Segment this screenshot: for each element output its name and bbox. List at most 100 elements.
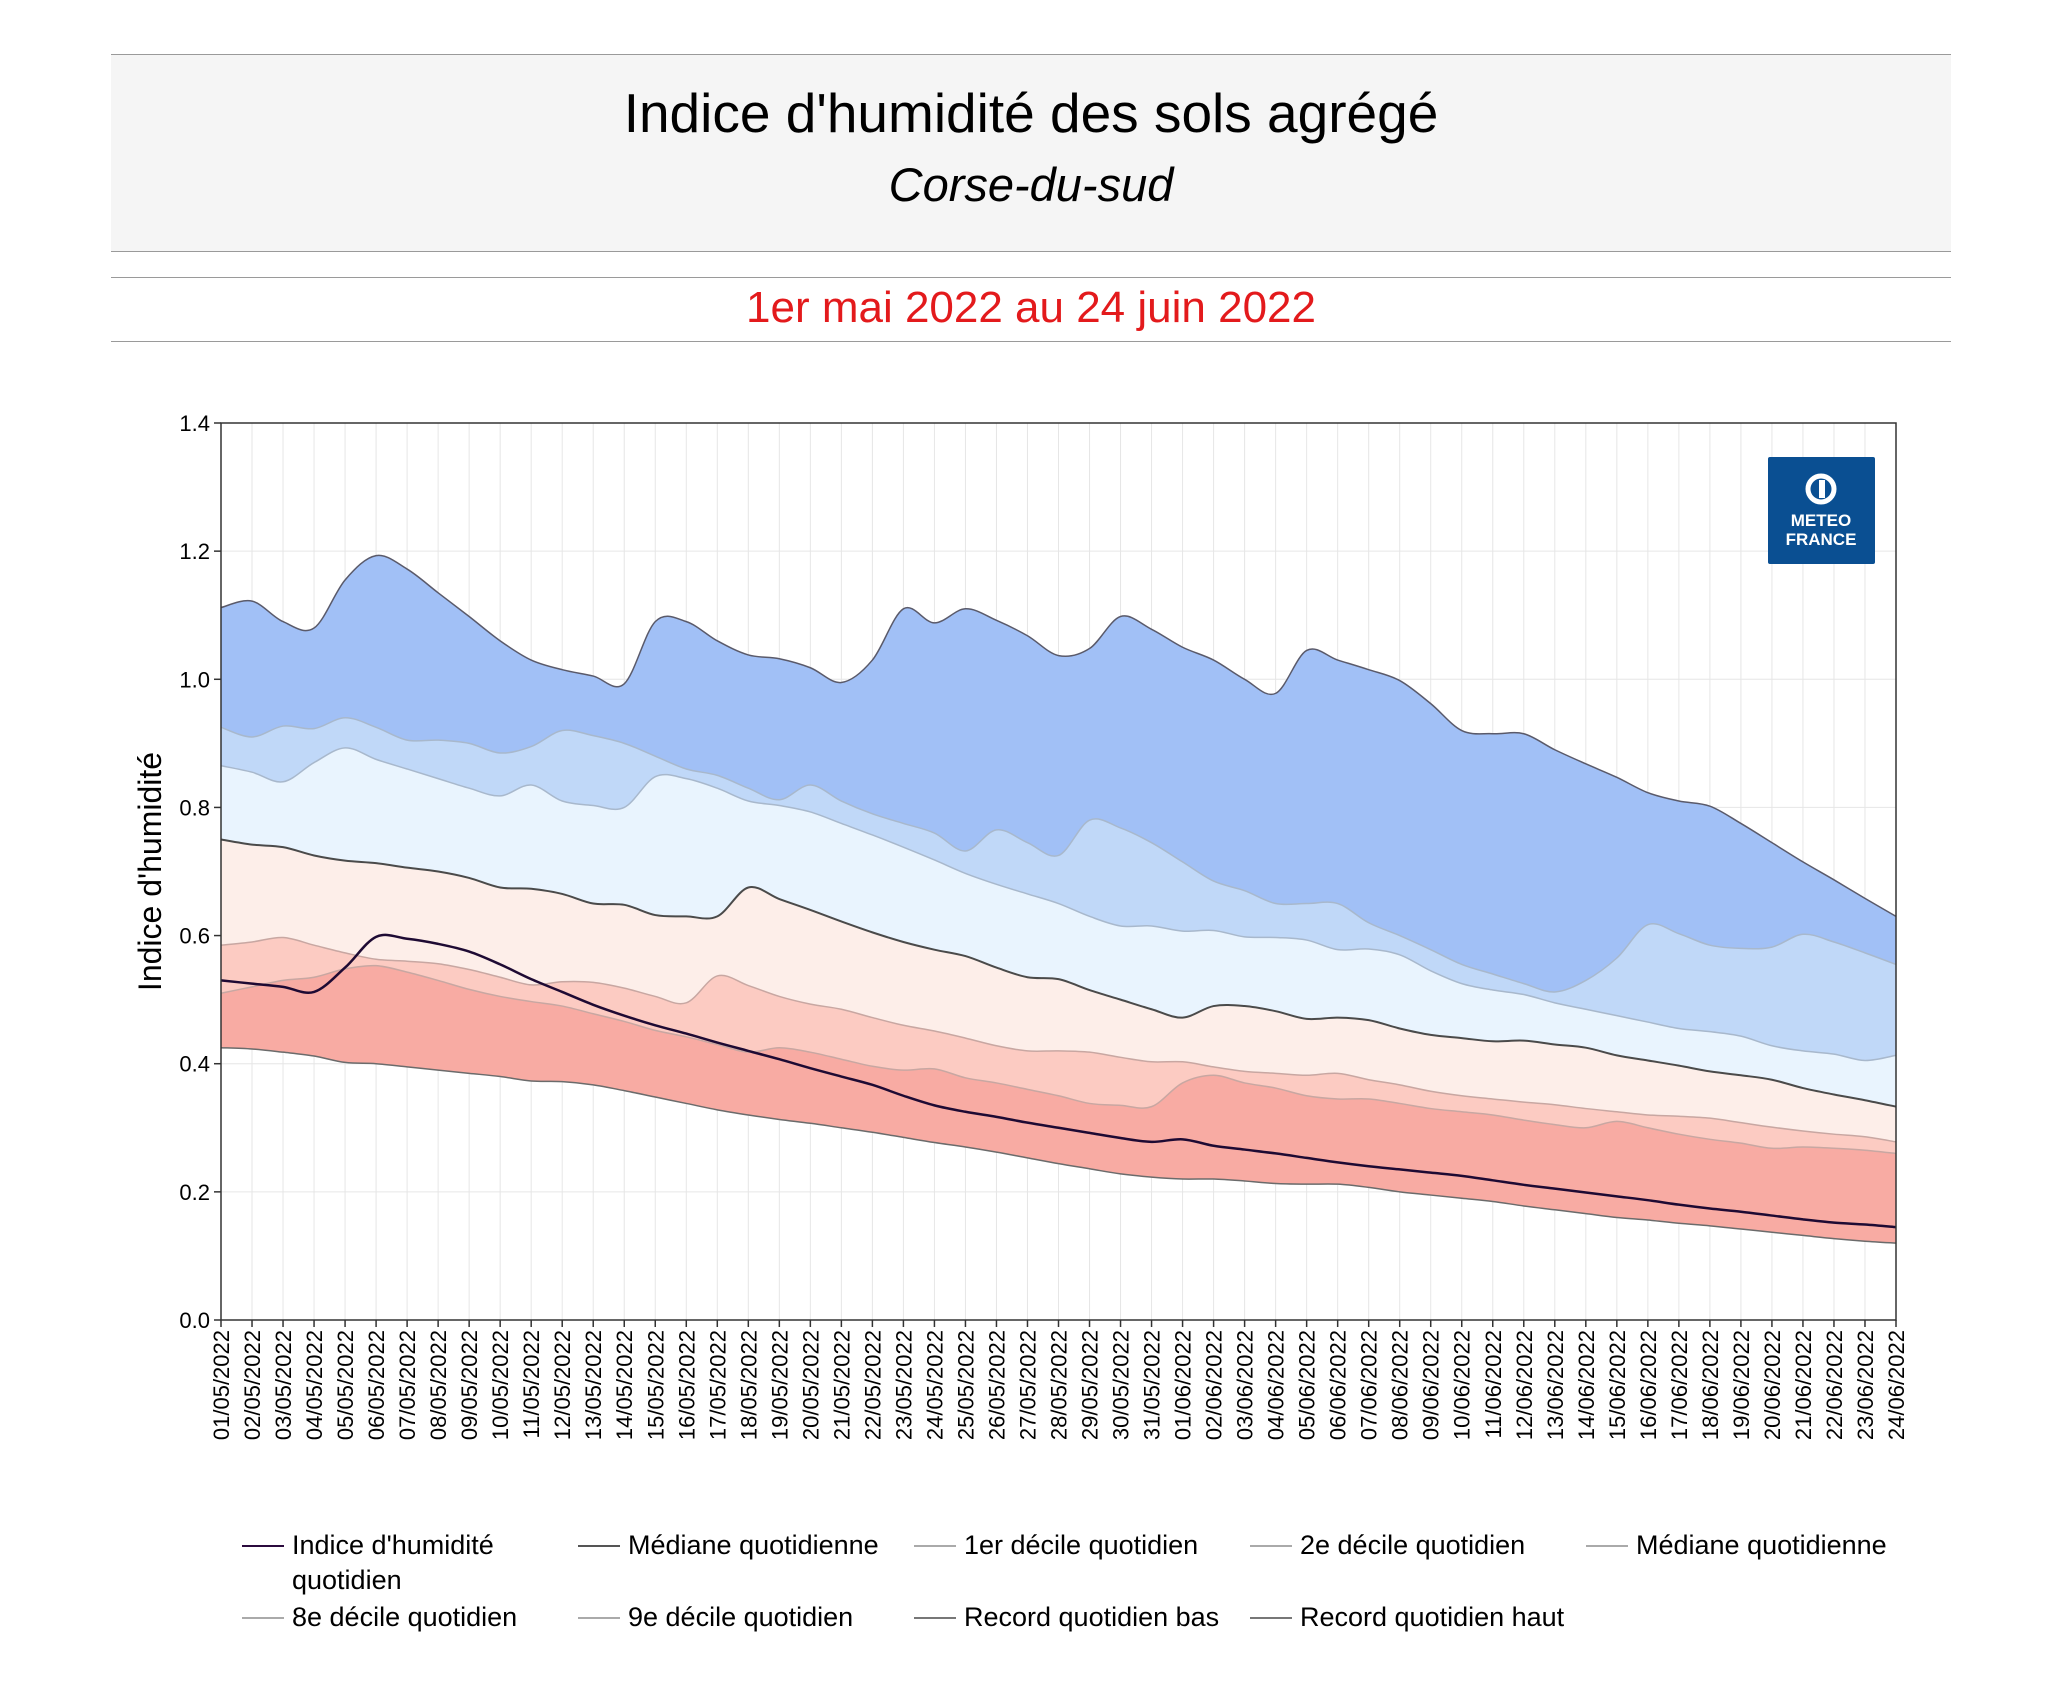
x-tick-label: 24/06/2022 <box>1884 1330 1909 1440</box>
x-tick-label: 24/05/2022 <box>922 1330 947 1440</box>
legend-label: 9e décile quotidien <box>628 1602 854 1632</box>
band-5 <box>221 717 1896 1061</box>
x-tick-label: 02/05/2022 <box>240 1330 265 1440</box>
legend-swatch <box>914 1617 956 1619</box>
x-tick-label: 23/05/2022 <box>891 1330 916 1440</box>
legend-label: Médiane quotidienne <box>1636 1530 1887 1560</box>
x-tick-label: 04/06/2022 <box>1264 1330 1289 1440</box>
band-2 <box>221 937 1896 1154</box>
x-tick-label: 30/05/2022 <box>1109 1330 1134 1440</box>
x-tick-label: 06/05/2022 <box>364 1330 389 1440</box>
series-line-2 <box>220 964 1897 1155</box>
legend-swatch <box>1250 1617 1292 1619</box>
x-tick-label: 19/06/2022 <box>1729 1330 1754 1440</box>
x-tick-label: 08/05/2022 <box>426 1330 451 1440</box>
x-tick-label: 21/05/2022 <box>829 1330 854 1440</box>
legend-label: Indice d'humidité quotidien <box>292 1530 494 1595</box>
x-tick-label: 16/05/2022 <box>674 1330 699 1440</box>
x-tick-label: 09/06/2022 <box>1419 1330 1444 1440</box>
x-tick-label: 11/05/2022 <box>519 1330 544 1438</box>
y-tick-label: 0.2 <box>179 1180 210 1205</box>
x-tick-label: 16/06/2022 <box>1636 1330 1661 1440</box>
x-tick-label: 06/06/2022 <box>1326 1330 1351 1440</box>
legend-label: 1er décile quotidien <box>964 1530 1199 1560</box>
legend-swatch <box>914 1545 956 1547</box>
chart-subtitle: Corse-du-sud <box>888 158 1174 211</box>
period-panel: 1er mai 2022 au 24 juin 2022 <box>111 277 1951 342</box>
x-tick-label: 12/06/2022 <box>1512 1330 1537 1440</box>
x-tick-label: 22/05/2022 <box>860 1330 885 1440</box>
x-tick-label: 03/05/2022 <box>271 1330 296 1440</box>
x-tick-label: 03/06/2022 <box>1233 1330 1258 1440</box>
x-tick-label: 18/05/2022 <box>736 1330 761 1440</box>
soil-moisture-chart: 0.0 0.2 0.4 0.6 0.8 1.0 1.2 1.4 01/05/2022 02/05… <box>132 411 1909 1440</box>
x-tick-label: 25/05/2022 <box>953 1330 978 1440</box>
legend-swatch <box>1250 1545 1292 1547</box>
x-tick-label: 26/05/2022 <box>984 1330 1009 1440</box>
legend-swatch <box>242 1545 284 1547</box>
legend-label: Record quotidien haut <box>1300 1602 1565 1632</box>
logo-line1: METEO <box>1791 511 1851 530</box>
title-panel: Indice d'humidité des sols agrégé Corse-… <box>111 54 1951 252</box>
x-tick-label: 15/06/2022 <box>1605 1330 1630 1440</box>
x-tick-label: 19/05/2022 <box>767 1330 792 1440</box>
x-tick-label: 13/06/2022 <box>1543 1330 1568 1440</box>
y-axis-ticks: 0.0 0.2 0.4 0.6 0.8 1.0 1.2 1.4 <box>179 411 221 1333</box>
band-3 <box>221 839 1896 1142</box>
x-tick-label: 08/06/2022 <box>1388 1330 1413 1440</box>
series-line-7 <box>220 554 1897 917</box>
logo-line2: FRANCE <box>1786 530 1857 549</box>
series-line-3 <box>220 936 1897 1143</box>
x-tick-label: 14/05/2022 <box>612 1330 637 1440</box>
series-line-4 <box>220 838 1897 1108</box>
chart-title: Indice d'humidité des sols agrégé <box>623 82 1439 144</box>
x-tick-label: 05/05/2022 <box>333 1330 358 1440</box>
y-tick-label: 0.6 <box>179 924 210 949</box>
x-tick-label: 12/05/2022 <box>550 1330 575 1440</box>
x-tick-label: 21/06/2022 <box>1791 1330 1816 1440</box>
y-tick-label: 0.4 <box>179 1052 210 1077</box>
legend-swatch <box>242 1617 284 1619</box>
y-tick-label: 0.0 <box>179 1308 210 1333</box>
series-line-6 <box>220 716 1897 993</box>
legend-swatch <box>578 1617 620 1619</box>
series-line-soil-moisture <box>220 933 1897 1229</box>
x-tick-label: 18/06/2022 <box>1698 1330 1723 1440</box>
chart-legend: Indice d'humidité quotidien Médiane quoti… <box>238 1528 1887 1678</box>
x-tick-label: 07/05/2022 <box>395 1330 420 1440</box>
band-4 <box>221 747 1896 1107</box>
y-tick-label: 1.0 <box>179 667 210 692</box>
y-tick-label: 1.4 <box>179 411 210 436</box>
x-tick-label: 17/05/2022 <box>705 1330 730 1440</box>
y-tick-label: 1.2 <box>179 539 210 564</box>
legend-swatch <box>578 1545 620 1547</box>
x-tick-label: 15/05/2022 <box>643 1330 668 1440</box>
band-1 <box>221 965 1896 1244</box>
legend-label: Record quotidien bas <box>964 1602 1220 1632</box>
x-tick-label: 05/06/2022 <box>1295 1330 1320 1440</box>
x-tick-label: 09/05/2022 <box>457 1330 482 1440</box>
x-tick-label: 31/05/2022 <box>1140 1330 1165 1440</box>
x-axis-ticks: 01/05/2022 02/05/2022 03/05/2022 04/05/2022… <box>209 1320 1909 1440</box>
y-tick-label: 0.8 <box>179 795 210 820</box>
y-axis-label: Indice d'humidité <box>132 752 168 991</box>
x-tick-label: 02/06/2022 <box>1202 1330 1227 1440</box>
legend-label: Médiane quotidienne <box>628 1530 879 1560</box>
x-tick-label: 17/06/2022 <box>1667 1330 1692 1440</box>
x-tick-label: 01/06/2022 <box>1171 1330 1196 1440</box>
x-tick-label: 20/05/2022 <box>798 1330 823 1440</box>
x-tick-label: 28/05/2022 <box>1047 1330 1072 1440</box>
band-6 <box>221 555 1896 992</box>
x-tick-label: 10/06/2022 <box>1450 1330 1475 1440</box>
period-label: 1er mai 2022 au 24 juin 2022 <box>746 283 1316 332</box>
x-tick-label: 07/06/2022 <box>1357 1330 1382 1440</box>
x-tick-label: 20/06/2022 <box>1760 1330 1785 1440</box>
x-tick-label: 13/05/2022 <box>581 1330 606 1440</box>
x-tick-label: 10/05/2022 <box>488 1330 513 1440</box>
meteo-france-logo: METEO FRANCE <box>1768 457 1875 564</box>
legend-label: 2e décile quotidien <box>1300 1530 1526 1560</box>
x-tick-label: 04/05/2022 <box>302 1330 327 1440</box>
legend-label: 8e décile quotidien <box>292 1602 518 1632</box>
x-tick-label: 22/06/2022 <box>1822 1330 1847 1440</box>
x-tick-label: 14/06/2022 <box>1574 1330 1599 1440</box>
